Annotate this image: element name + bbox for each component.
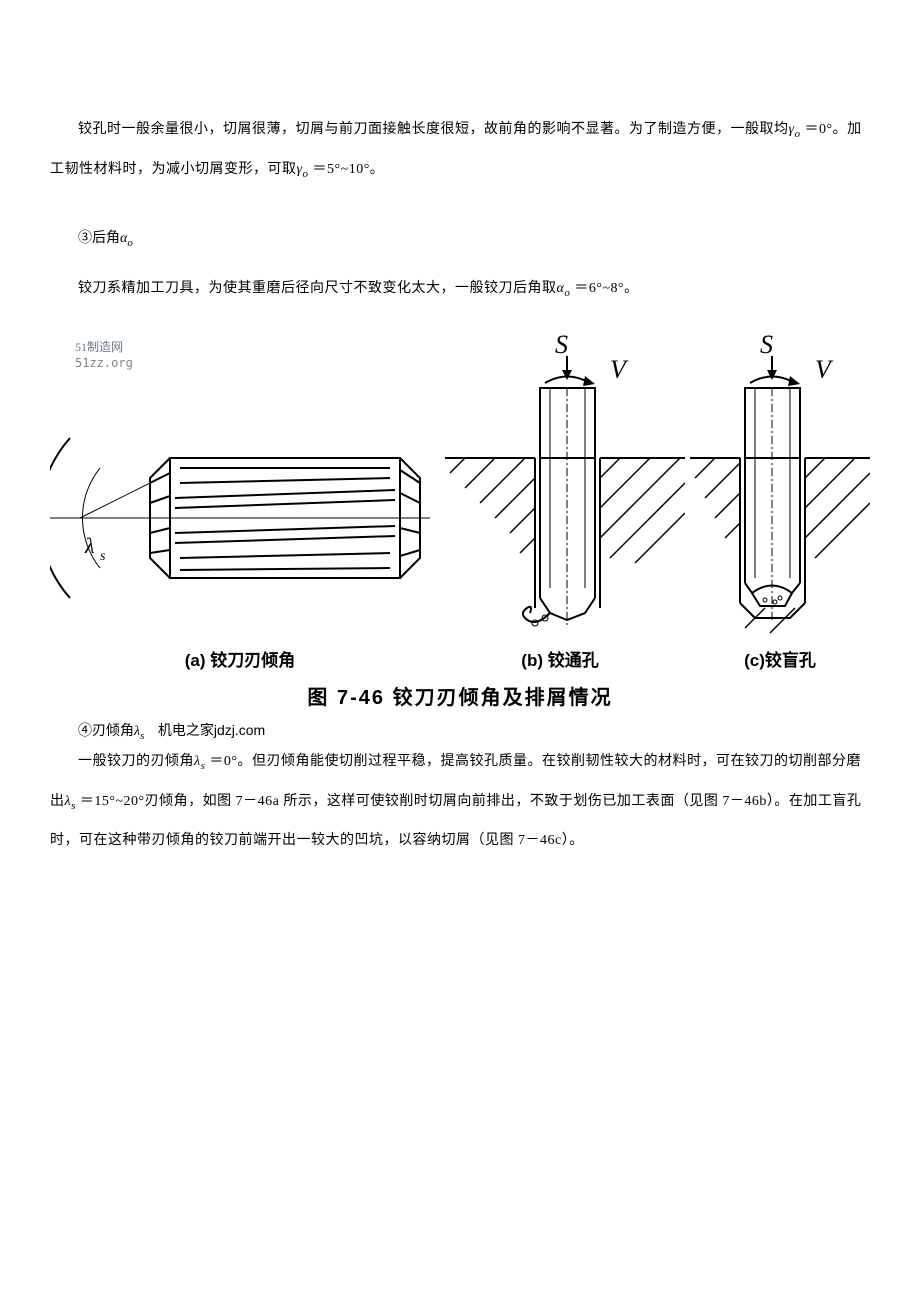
figure-7-46: 51制造网 51zz.org λ s <box>50 328 870 710</box>
paragraph-2: 铰刀系精加工刀具，为使其重磨后径向尺寸不致变化太大，一般铰刀后角取αo ＝6°~… <box>50 269 870 309</box>
caption-c: (c)铰盲孔 <box>690 646 870 671</box>
figure-a-svg: λ s <box>50 378 430 638</box>
credit-text: 机电之家jdzj.com <box>158 722 265 738</box>
figure-c-svg: S V <box>690 328 870 638</box>
lambda-symbol-3a: λ <box>194 754 201 769</box>
figure-c-container: S V <box>690 328 870 638</box>
heading-inclination-angle: ④刃倾角λs 机电之家jdzj.com <box>50 720 870 742</box>
watermark-text-2: 51zz.org <box>75 356 133 370</box>
alpha-sub: o <box>127 237 133 249</box>
lambda-sub-label: s <box>100 549 106 564</box>
caption-row: (a) 铰刀刃倾角 (b) 铰通孔 (c)铰盲孔 <box>50 646 870 671</box>
p3-text-c: ＝15°~20°刃倾角，如图 7－46a 所示，这样可使铰削时切屑向前排出，不致… <box>50 794 861 849</box>
heading-back-angle: ③后角αo <box>50 219 870 259</box>
figure-row: λ s <box>50 328 870 638</box>
paragraph-1: 铰孔时一般余量很小，切屑很薄，切屑与前刀面接触长度很短，故前角的影响不显著。为了… <box>50 110 870 189</box>
main-caption: 图 7-46 铰刀刃倾角及排屑情况 <box>50 681 870 710</box>
p2-text-a: 铰刀系精加工刀具，为使其重磨后径向尺寸不致变化太大，一般铰刀后角取 <box>78 281 557 296</box>
p1-text-c: ＝5°~10°。 <box>309 162 385 177</box>
figure-b-svg: S V <box>435 328 685 638</box>
h4-text: ④刃倾角 <box>78 724 134 739</box>
s-label-b: S <box>555 330 568 359</box>
v-label-c: V <box>815 355 834 384</box>
figure-a-container: λ s <box>50 378 430 638</box>
p3-text-a: 一般铰刀的刃倾角 <box>78 754 194 769</box>
p1-text-a: 铰孔时一般余量很小，切屑很薄，切屑与前刀面接触长度很短，故前角的影响不显著。为了… <box>78 122 789 137</box>
v-label-b: V <box>610 355 629 384</box>
caption-b: (b) 铰通孔 <box>435 646 685 671</box>
p2-text-b: ＝6°~8°。 <box>570 281 638 296</box>
figure-b-container: S V <box>435 328 685 638</box>
paragraph-3: 一般铰刀的刃倾角λs ＝0°。但刃倾角能使切削过程平稳，提高铰孔质量。在铰削韧性… <box>50 742 870 860</box>
lambda-sub-h: s <box>140 730 144 742</box>
lambda-label: λ <box>84 533 95 558</box>
watermark-text-1: 51制造网 <box>75 338 123 355</box>
caption-a: (a) 铰刀刃倾角 <box>50 646 430 671</box>
h3-text: ③后角 <box>78 231 120 246</box>
s-label-c: S <box>760 330 773 359</box>
